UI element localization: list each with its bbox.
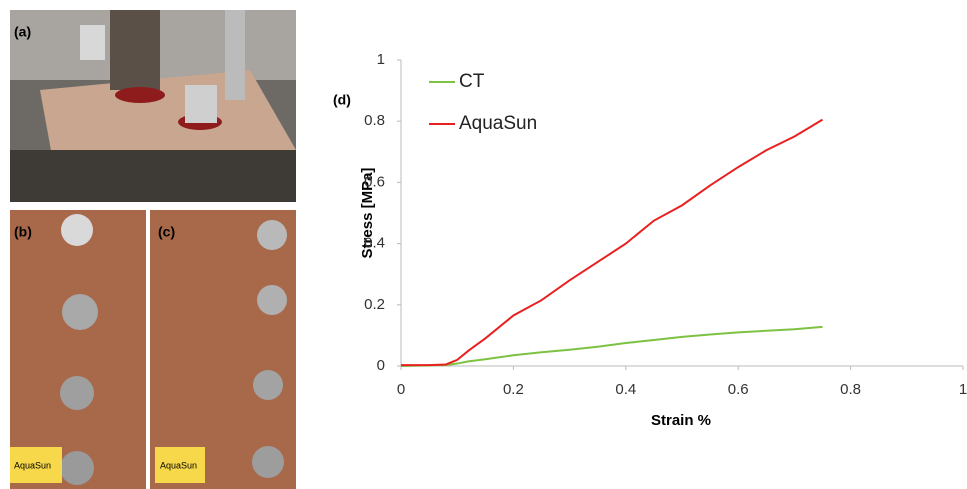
legend-label: AquaSun <box>459 113 537 134</box>
y-tick-label: 0.6 <box>364 173 385 190</box>
x-tick-label: 0.2 <box>503 381 524 398</box>
y-tick-label: 0.8 <box>364 112 385 129</box>
photo-a: (a) <box>10 10 296 202</box>
legend-label: CT <box>459 71 485 92</box>
photo-tag: AquaSun <box>160 460 197 470</box>
data-line <box>401 120 823 365</box>
x-tick-label: 0 <box>397 381 405 398</box>
x-tick-label: 1 <box>959 381 967 398</box>
y-tick-label: 0.4 <box>364 235 385 252</box>
x-tick-label: 0.8 <box>840 381 861 398</box>
figure: (a) AquaSun (b) AquaSun (c) (d) Stress [… <box>0 0 967 489</box>
y-tick-label: 0 <box>377 357 385 374</box>
y-tick-label: 1 <box>377 51 385 68</box>
x-tick-label: 0.6 <box>728 381 749 398</box>
data-line <box>401 327 823 366</box>
photo-tag: AquaSun <box>14 460 51 470</box>
photo-c: AquaSun (c) <box>150 210 296 489</box>
x-axis-title: Strain % <box>651 412 711 429</box>
page: (a) AquaSun (b) AquaSun (c) (d) Stress [… <box>0 0 967 489</box>
panel-label: (b) <box>14 224 32 240</box>
panel-label: (c) <box>158 224 175 240</box>
x-tick-label: 0.4 <box>615 381 636 398</box>
panel-label: (d) <box>333 92 351 108</box>
panel-label: (a) <box>14 24 31 40</box>
y-tick-label: 0.2 <box>364 296 385 313</box>
photo-b: AquaSun (b) <box>10 210 146 489</box>
